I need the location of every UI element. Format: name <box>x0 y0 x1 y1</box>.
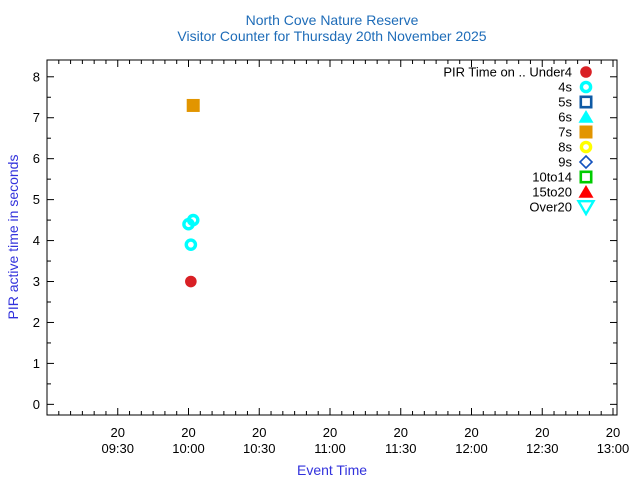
open-square-marker <box>579 170 593 184</box>
chart-header: North Cove Nature Reserve Visitor Counte… <box>47 12 617 44</box>
y-tick-label: 4 <box>33 233 40 248</box>
x-tick-day-label: 20 <box>181 425 195 440</box>
open-square-marker <box>579 95 593 109</box>
legend-label: PIR Time on .. Under4 <box>443 65 572 80</box>
open-circle-marker <box>184 238 198 251</box>
open-diamond-marker <box>578 154 594 170</box>
y-tick-label: 1 <box>33 356 40 371</box>
x-tick-labels: 2009:302010:002010:302011:002011:302012:… <box>101 425 629 456</box>
legend-label: 15to20 <box>532 185 572 200</box>
x-tick-day-label: 20 <box>111 425 125 440</box>
x-tick-time-label: 10:00 <box>172 441 205 456</box>
legend-label: 7s <box>558 125 572 140</box>
x-tick-day-label: 20 <box>606 425 620 440</box>
open-triangle-down-marker <box>576 200 596 217</box>
x-tick-day-label: 20 <box>464 425 478 440</box>
x-ticks <box>58 60 614 415</box>
x-tick-day-label: 20 <box>323 425 337 440</box>
legend-label: 8s <box>558 140 572 155</box>
y-ticks: 0 1 2 3 4 5 6 7 8 <box>33 69 617 412</box>
x-axis-title: Event Time <box>296 462 368 478</box>
x-tick-time-label: 12:30 <box>526 441 559 456</box>
filled-triangle-up-marker <box>578 110 594 123</box>
filled-square-marker <box>579 125 593 139</box>
open-circle-marker <box>579 140 593 154</box>
y-tick-label: 7 <box>33 110 40 125</box>
legend: PIR Time on .. Under44s5s6s7s8s9s10to141… <box>443 65 596 217</box>
y-tick-label: 0 <box>33 397 40 412</box>
y-tick-label: 8 <box>33 69 40 84</box>
legend-label: 9s <box>558 155 572 170</box>
filled-square-marker <box>186 98 200 112</box>
legend-label: Over20 <box>529 200 572 215</box>
x-tick-time-label: 10:30 <box>243 441 276 456</box>
x-tick-time-label: 09:30 <box>101 441 134 456</box>
y-tick-label: 2 <box>33 315 40 330</box>
x-tick-day-label: 20 <box>535 425 549 440</box>
x-tick-time-label: 11:00 <box>314 441 346 456</box>
y-tick-label: 3 <box>33 274 40 289</box>
x-tick-day-label: 20 <box>394 425 408 440</box>
x-tick-day-label: 20 <box>252 425 266 440</box>
open-circle-marker <box>186 213 200 227</box>
filled-triangle-up-marker <box>578 185 594 198</box>
y-axis-title: PIR active time in seconds <box>5 154 21 320</box>
series-points <box>182 98 200 288</box>
x-tick-time-label: 11:30 <box>385 441 417 456</box>
y-tick-label: 6 <box>33 151 40 166</box>
x-tick-time-label: 12:00 <box>455 441 488 456</box>
legend-label: 5s <box>558 95 572 110</box>
filled-circle-marker <box>580 66 592 78</box>
chart-title: North Cove Nature Reserve <box>245 12 419 28</box>
legend-label: 4s <box>558 80 572 95</box>
legend-label: 10to14 <box>532 170 572 185</box>
open-circle-marker <box>579 80 593 94</box>
y-tick-label: 5 <box>33 192 40 207</box>
filled-circle-marker <box>185 275 197 288</box>
legend-label: 6s <box>558 110 572 125</box>
chart-subtitle: Visitor Counter for Thursday 20th Novemb… <box>177 28 487 44</box>
x-tick-time-label: 13:00 <box>597 441 630 456</box>
plot-border <box>46 59 618 416</box>
